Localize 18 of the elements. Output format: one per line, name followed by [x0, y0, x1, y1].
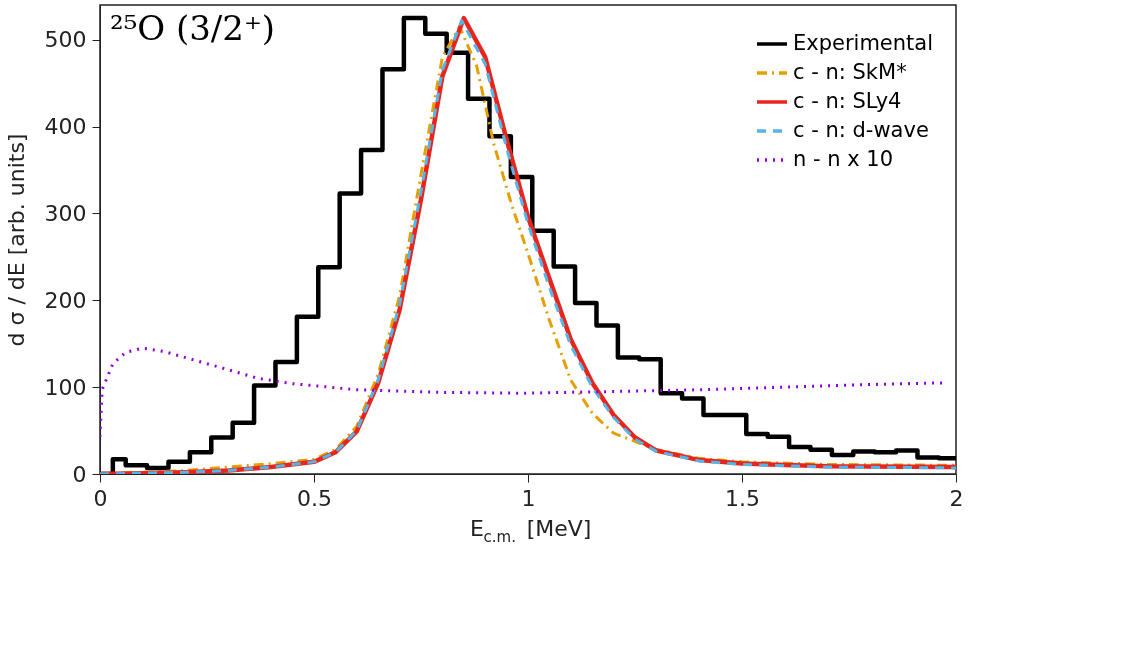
x-tick-label: 1	[521, 485, 536, 511]
y-tick-label: 400	[44, 114, 87, 140]
x-tick-label: 2	[949, 485, 964, 511]
legend-label: n - n x 10	[793, 147, 894, 171]
y-tick-label: 0	[72, 461, 87, 487]
legend-label: c - n: SkM*	[793, 60, 907, 84]
y-tick-label: 500	[44, 27, 87, 53]
y-tick-label: 300	[44, 200, 87, 226]
x-tick-label: 0.5	[297, 485, 332, 511]
y-axis-title: d σ / dE [arb. units]	[3, 133, 29, 347]
x-tick-label: 1.5	[725, 485, 760, 511]
legend-label: Experimental	[793, 31, 934, 55]
y-tick-label: 100	[44, 374, 87, 400]
legend-label: c - n: d-wave	[793, 118, 929, 142]
y-tick-label: 200	[44, 287, 87, 313]
annotation: ²⁵O (3/2⁺)	[110, 8, 276, 48]
legend-label: c - n: SLy4	[793, 89, 902, 113]
x-tick-label: 0	[93, 485, 108, 511]
